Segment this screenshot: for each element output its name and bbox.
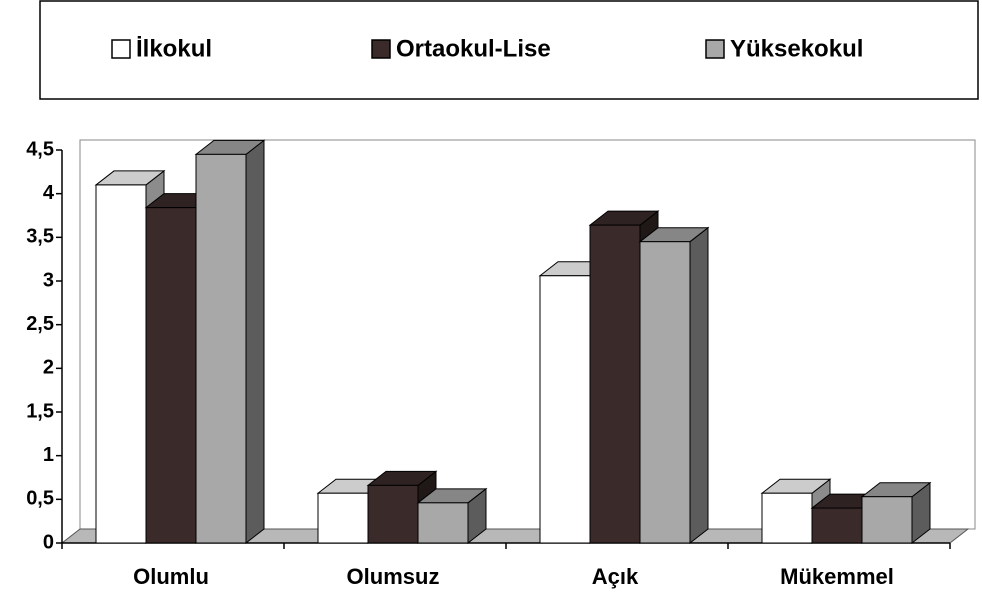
legend-label: Yüksekokul [730, 35, 863, 62]
legend-swatch [371, 39, 391, 59]
legend-swatch [705, 39, 725, 59]
y-tick-label: 1,5 [26, 400, 54, 422]
y-tick-label: 2 [43, 357, 54, 379]
bar [145, 207, 197, 544]
bar [417, 502, 469, 544]
back-wall [79, 139, 976, 530]
legend-label: İlkokul [136, 35, 212, 62]
y-tick-label: 2,5 [26, 313, 54, 335]
bar [811, 507, 863, 544]
bar [861, 496, 913, 544]
bar [539, 275, 591, 544]
y-tick-label: 3,5 [26, 226, 54, 248]
legend-swatch [111, 39, 131, 59]
bar-side [245, 139, 265, 545]
bar [317, 492, 369, 544]
legend-box [39, 0, 979, 100]
bar [95, 184, 147, 544]
x-tick-label: Olumsuz [347, 564, 440, 589]
y-tick-label: 0 [43, 531, 54, 553]
x-tick-label: Olumlu [133, 564, 209, 589]
y-tick-label: 4,5 [26, 138, 54, 160]
y-tick-label: 0,5 [26, 488, 54, 510]
y-tick-label: 1 [43, 444, 54, 466]
bar [589, 224, 641, 544]
bar-side [689, 226, 709, 545]
legend-label: Ortaokul-Lise [396, 35, 551, 62]
bar [639, 241, 691, 544]
bar [195, 153, 247, 544]
bar [367, 484, 419, 544]
y-tick-label: 4 [43, 182, 55, 204]
x-tick-label: Mükemmel [780, 564, 894, 589]
bar [761, 492, 813, 544]
y-tick-label: 3 [43, 269, 54, 291]
x-tick-label: Açık [592, 564, 639, 589]
